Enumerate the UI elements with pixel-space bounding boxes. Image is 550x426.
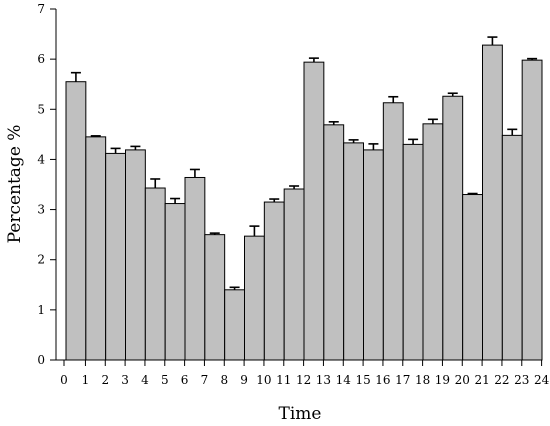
y-tick-label-5: 5 — [37, 102, 45, 116]
bar-15 — [363, 149, 384, 361]
bar-9 — [244, 235, 265, 361]
x-tick-label-14: 14 — [336, 373, 352, 387]
x-tick-label-9: 9 — [240, 373, 248, 387]
x-tick-label-24: 24 — [534, 373, 550, 387]
bar-14 — [343, 142, 364, 361]
bar-21 — [482, 44, 503, 361]
bar-16 — [382, 102, 404, 361]
bar-12 — [303, 61, 325, 361]
x-tick-label-5: 5 — [161, 373, 169, 387]
bars-group — [65, 36, 543, 361]
x-tick-label-11: 11 — [276, 373, 291, 387]
y-tick-label-6: 6 — [37, 52, 45, 66]
bar-23 — [521, 59, 543, 361]
y-tick-label-4: 4 — [37, 152, 45, 166]
x-tick-label-17: 17 — [395, 373, 410, 387]
x-tick-label-15: 15 — [355, 373, 370, 387]
x-tick-label-10: 10 — [256, 373, 271, 387]
bar-20 — [462, 194, 483, 361]
x-tick-label-20: 20 — [455, 373, 470, 387]
x-tick-label-21: 21 — [474, 373, 489, 387]
x-tick-label-1: 1 — [82, 373, 90, 387]
y-tick-label-0: 0 — [37, 353, 45, 367]
bar-2 — [105, 152, 126, 361]
x-tick-label-4: 4 — [141, 373, 149, 387]
x-tick-label-8: 8 — [220, 373, 228, 387]
x-tick-label-12: 12 — [296, 373, 311, 387]
x-axis-title: Time — [279, 404, 322, 424]
bar-4 — [144, 187, 166, 361]
x-tick-label-7: 7 — [201, 373, 209, 387]
bar-19 — [442, 95, 464, 361]
bar-1 — [85, 136, 107, 361]
x-tick-label-0: 0 — [60, 373, 68, 387]
bar-13 — [323, 124, 345, 361]
bar-10 — [263, 201, 285, 361]
bar-8 — [224, 289, 246, 361]
y-tick-label-7: 7 — [37, 2, 45, 16]
x-tick-label-19: 19 — [435, 373, 450, 387]
x-tick-label-23: 23 — [514, 373, 529, 387]
x-axis: 0 1 2 3 4 5 6 7 8 9 10 11 12 13 14 15 16 17 18 19 20 21 22 23 24 — [56, 359, 550, 387]
x-tick-label-13: 13 — [316, 373, 331, 387]
x-tick-label-3: 3 — [121, 373, 129, 387]
bar-3 — [125, 149, 146, 361]
y-tick-label-2: 2 — [37, 253, 45, 267]
y-axis: 0 1 2 3 4 5 6 7 — [37, 2, 57, 367]
x-tick-label-18: 18 — [415, 373, 430, 387]
x-tick-label-6: 6 — [181, 373, 189, 387]
bar-0 — [65, 81, 87, 361]
y-tick-label-1: 1 — [37, 303, 45, 317]
bar-18 — [422, 123, 444, 361]
bar-22 — [501, 134, 523, 361]
y-tick-label-3: 3 — [37, 203, 45, 217]
x-tick-label-16: 16 — [375, 373, 390, 387]
x-tick-label-22: 22 — [494, 373, 509, 387]
bar-17 — [402, 143, 424, 361]
bar-11 — [283, 188, 305, 361]
bar-7 — [204, 234, 226, 361]
y-axis-title: Percentage % — [5, 125, 25, 244]
x-tick-label-2: 2 — [101, 373, 109, 387]
bar-5 — [164, 203, 186, 361]
bar-6 — [184, 176, 206, 361]
